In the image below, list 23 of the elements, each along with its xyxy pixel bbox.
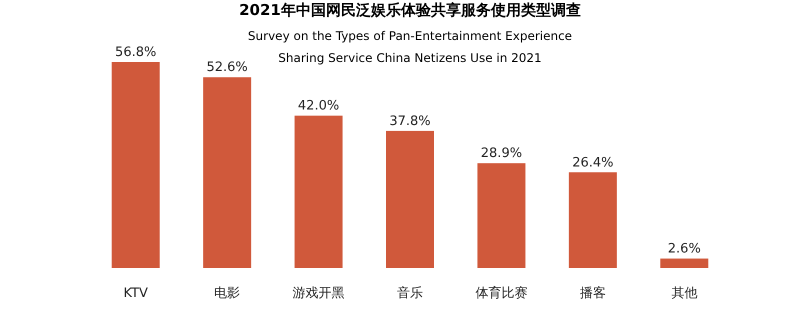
chart-title: 2021年中国网民泛娱乐体验共享服务使用类型调查 <box>238 1 582 19</box>
x-tick-label: 其他 <box>671 286 698 301</box>
data-label: 52.6% <box>206 60 248 76</box>
data-label: 42.0% <box>298 98 340 114</box>
x-tick-label: 游戏开黑 <box>292 286 345 301</box>
data-label: 28.9% <box>480 146 522 162</box>
bar <box>112 62 160 268</box>
chart-subtitle: Survey on the Types of Pan-Entertainment Experience Sharing Service China Netizens Use in 2021 <box>248 29 572 65</box>
x-tick-label: KTV <box>124 286 148 301</box>
data-label: 2.6% <box>668 242 701 257</box>
x-tick-label: 音乐 <box>397 286 423 301</box>
bar <box>660 258 708 268</box>
x-tick-label: 体育比赛 <box>475 285 528 301</box>
data-label: 56.8% <box>115 45 156 60</box>
bar <box>294 116 343 268</box>
x-tick-label: 电影 <box>214 286 240 301</box>
data-label: 26.4% <box>572 155 614 170</box>
bar <box>203 77 252 268</box>
bar <box>568 172 617 268</box>
bar <box>477 163 526 268</box>
data-label: 37.8% <box>389 114 431 129</box>
bar <box>386 130 434 268</box>
x-tick-label: 播客 <box>580 285 606 301</box>
